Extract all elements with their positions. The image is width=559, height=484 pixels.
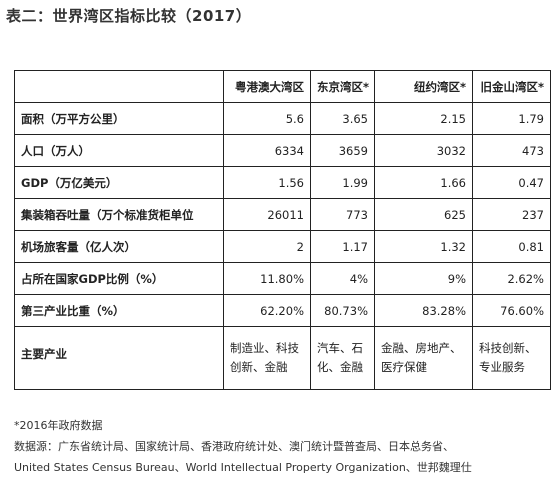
- row-label: 第三产业比重（%）: [14, 294, 224, 327]
- footnotes: *2016年政府数据 数据源：广东省统计局、国家统计局、香港政府统计处、澳门统计…: [14, 415, 472, 478]
- table-row-airport-passengers: 机场旅客量（亿人次） 2 1.17 1.32 0.81: [14, 230, 551, 263]
- column-header-newyork: 纽约湾区*: [374, 70, 473, 103]
- table-cell: 11.80%: [223, 262, 311, 295]
- row-label: 占所在国家GDP比例（%）: [14, 262, 224, 295]
- comparison-table: 粤港澳大湾区 东京湾区* 纽约湾区* 旧金山湾区* 面积（万平方公里） 5.6 …: [14, 70, 551, 390]
- footnote-government-data: *2016年政府数据: [14, 419, 103, 432]
- industry-text: 科技创新、专业服务: [479, 341, 537, 374]
- row-label: 面积（万平方公里）: [14, 102, 224, 135]
- table-cell: 26011: [223, 198, 311, 231]
- table-cell: 1.32: [374, 230, 473, 263]
- table-row-population: 人口（万人） 6334 3659 3032 473: [14, 134, 551, 167]
- table-cell: 473: [472, 134, 551, 167]
- table-cell: 62.20%: [223, 294, 311, 327]
- table-cell: 2.15: [374, 102, 473, 135]
- table-cell: 76.60%: [472, 294, 551, 327]
- table-cell: 2: [223, 230, 311, 263]
- table-cell: 1.17: [310, 230, 375, 263]
- row-label: 机场旅客量（亿人次）: [14, 230, 224, 263]
- row-label: 集装箱吞吐量（万个标准货柜单位: [14, 198, 224, 231]
- table-row-area: 面积（万平方公里） 5.6 3.65 2.15 1.79: [14, 102, 551, 135]
- table-row-gdp: GDP（万亿美元） 1.56 1.99 1.66 0.47: [14, 166, 551, 199]
- row-label: 主要产业: [14, 326, 224, 390]
- table-cell: 6334: [223, 134, 311, 167]
- table-cell: 625: [374, 198, 473, 231]
- industry-text: 制造业、科技创新、金融: [230, 341, 299, 374]
- table-row-gdp-share: 占所在国家GDP比例（%） 11.80% 4% 9% 2.62%: [14, 262, 551, 295]
- table-cell: 773: [310, 198, 375, 231]
- table-cell: 1.99: [310, 166, 375, 199]
- table-cell: 2.62%: [472, 262, 551, 295]
- column-header-tokyo: 东京湾区*: [310, 70, 375, 103]
- table-cell: 80.73%: [310, 294, 375, 327]
- table-cell: 4%: [310, 262, 375, 295]
- table-row-main-industries: 主要产业 制造业、科技创新、金融 汽车、石化、金融 金融、房地产、医疗保健 科技…: [14, 326, 551, 390]
- table-cell: 1.56: [223, 166, 311, 199]
- row-label: 人口（万人）: [14, 134, 224, 167]
- sources-line-2: United States Census Bureau、World Intell…: [14, 461, 472, 474]
- table-cell: 金融、房地产、医疗保健: [374, 326, 473, 390]
- table-row-container-throughput: 集装箱吞吐量（万个标准货柜单位 26011 773 625 237: [14, 198, 551, 231]
- table-cell: 科技创新、专业服务: [472, 326, 551, 390]
- header-row: 粤港澳大湾区 东京湾区* 纽约湾区* 旧金山湾区*: [14, 70, 551, 103]
- corner-cell: [14, 70, 224, 103]
- table-cell: 3032: [374, 134, 473, 167]
- table-cell: 9%: [374, 262, 473, 295]
- table-cell: 5.6: [223, 102, 311, 135]
- industry-text: 金融、房地产、医疗保健: [381, 341, 462, 374]
- table-cell: 1.79: [472, 102, 551, 135]
- row-label: GDP（万亿美元）: [14, 166, 224, 199]
- table-cell: 制造业、科技创新、金融: [223, 326, 311, 390]
- table-cell: 汽车、石化、金融: [310, 326, 375, 390]
- table-cell: 0.47: [472, 166, 551, 199]
- table-cell: 3659: [310, 134, 375, 167]
- sources-line-1: 数据源：广东省统计局、国家统计局、香港政府统计处、澳门统计暨普查局、日本总务省、: [14, 440, 454, 453]
- industry-text: 汽车、石化、金融: [317, 341, 363, 374]
- table-cell: 1.66: [374, 166, 473, 199]
- column-header-sanfrancisco: 旧金山湾区*: [472, 70, 551, 103]
- table-cell: 3.65: [310, 102, 375, 135]
- table-cell: 83.28%: [374, 294, 473, 327]
- table-title: 表二：世界湾区指标比较（2017）: [6, 7, 252, 25]
- table-row-tertiary-share: 第三产业比重（%） 62.20% 80.73% 83.28% 76.60%: [14, 294, 551, 327]
- column-header-gba: 粤港澳大湾区: [223, 70, 311, 103]
- table-cell: 0.81: [472, 230, 551, 263]
- table-cell: 237: [472, 198, 551, 231]
